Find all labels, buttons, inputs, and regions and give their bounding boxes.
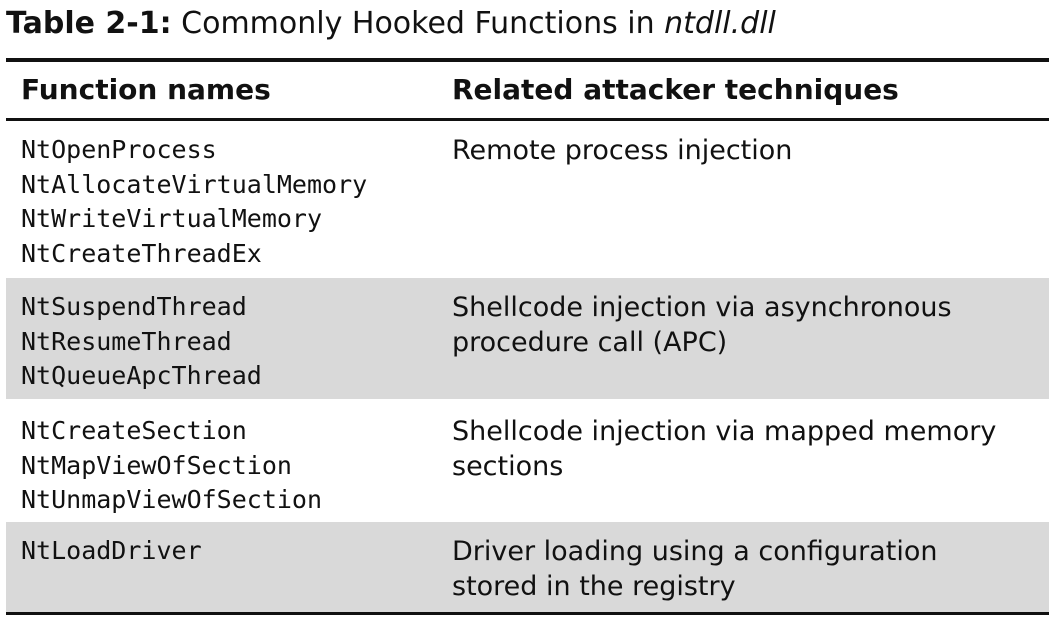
table-top-rule bbox=[6, 58, 1049, 62]
caption-title: Commonly Hooked Functions in bbox=[181, 6, 655, 41]
row-separator bbox=[6, 399, 1049, 402]
technique-cell: Shellcode injection via asynchronous pro… bbox=[436, 290, 1049, 399]
technique-line: Remote process injection bbox=[452, 135, 793, 166]
function-names-cell: NtLoadDriver bbox=[6, 534, 436, 612]
function-name: NtCreateSection bbox=[21, 416, 247, 445]
header-function-names: Function names bbox=[21, 73, 271, 106]
function-name: NtUnmapViewOfSection bbox=[21, 485, 323, 514]
table-row: NtOpenProcess NtAllocateVirtualMemory Nt… bbox=[6, 121, 1049, 278]
function-name: NtLoadDriver bbox=[21, 536, 202, 565]
function-name: NtMapViewOfSection bbox=[21, 450, 292, 480]
table-header-rule bbox=[6, 118, 1049, 121]
function-names-cell: NtSuspendThread NtResumeThread NtQueueAp… bbox=[6, 290, 436, 399]
table-header-row: Function names Related attacker techniqu… bbox=[6, 62, 1049, 118]
technique-line: procedure call (APC) bbox=[452, 327, 728, 358]
function-name: NtCreateThreadEx bbox=[21, 238, 262, 268]
hooked-functions-table: Function names Related attacker techniqu… bbox=[6, 58, 1049, 615]
caption-filename: ntdll.dll bbox=[664, 6, 776, 41]
function-name: NtQueueApcThread bbox=[21, 361, 262, 390]
technique-line: stored in the registry bbox=[452, 571, 736, 602]
table-row: NtCreateSection NtMapViewOfSection NtUnm… bbox=[6, 402, 1049, 522]
table-row: NtSuspendThread NtResumeThread NtQueueAp… bbox=[6, 278, 1049, 399]
function-name: NtAllocateVirtualMemory bbox=[21, 169, 368, 199]
function-name: NtResumeThread bbox=[21, 326, 232, 356]
function-names-cell: NtOpenProcess NtAllocateVirtualMemory Nt… bbox=[6, 133, 436, 278]
function-name: NtSuspendThread bbox=[21, 292, 247, 321]
technique-line: Driver loading using a configuration bbox=[452, 536, 938, 567]
caption-label: Table 2-1: bbox=[6, 6, 172, 41]
table-caption: Table 2-1: Commonly Hooked Functions in … bbox=[6, 4, 776, 44]
header-techniques: Related attacker techniques bbox=[452, 73, 899, 106]
technique-line: Shellcode injection via mapped memory bbox=[452, 416, 997, 447]
table-bottom-rule bbox=[6, 612, 1049, 615]
table-row: NtLoadDriver Driver loading using a conf… bbox=[6, 522, 1049, 612]
function-name: NtOpenProcess bbox=[21, 135, 217, 164]
technique-line: sections bbox=[452, 451, 564, 482]
technique-cell: Remote process injection bbox=[436, 133, 1049, 278]
technique-cell: Shellcode injection via mapped memory se… bbox=[436, 414, 1049, 522]
function-name: NtWriteVirtualMemory bbox=[21, 204, 323, 233]
technique-cell: Driver loading using a configuration sto… bbox=[436, 534, 1049, 612]
technique-line: Shellcode injection via asynchronous bbox=[452, 292, 952, 323]
function-names-cell: NtCreateSection NtMapViewOfSection NtUnm… bbox=[6, 414, 436, 522]
